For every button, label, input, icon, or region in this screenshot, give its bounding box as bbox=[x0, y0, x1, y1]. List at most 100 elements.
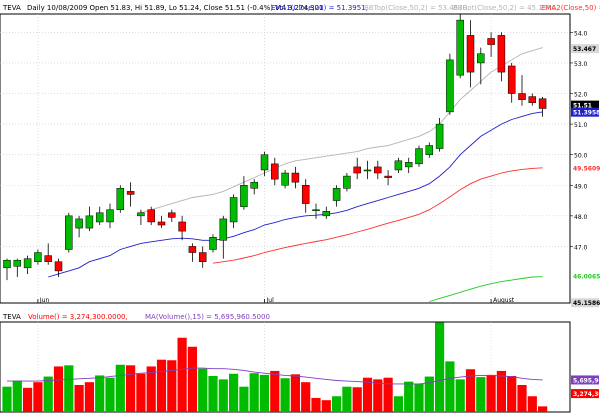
volume-bar bbox=[95, 375, 105, 412]
volume-bar bbox=[218, 379, 228, 412]
candle-up bbox=[312, 209, 320, 211]
volume-badge: 5,695,960 bbox=[573, 377, 600, 384]
candle-up bbox=[75, 218, 83, 229]
price-badge: 46.0065 bbox=[573, 274, 600, 281]
candle-down bbox=[538, 98, 547, 109]
candle-up bbox=[85, 215, 94, 229]
candles bbox=[3, 14, 547, 281]
candle-up bbox=[477, 53, 485, 64]
volume-bar bbox=[105, 377, 115, 412]
volume-bar bbox=[383, 377, 393, 412]
candle-down bbox=[487, 38, 495, 45]
candle-up bbox=[260, 154, 269, 171]
volume-bar bbox=[321, 400, 331, 412]
volume-bar bbox=[476, 377, 486, 412]
candle-up bbox=[65, 215, 73, 250]
month-tick-label: August bbox=[493, 297, 515, 304]
candle-down bbox=[528, 96, 537, 103]
volume-badge: 3,274,300 bbox=[573, 391, 600, 398]
price-badge: 51.51 bbox=[573, 103, 592, 110]
candle-up bbox=[137, 212, 145, 217]
candle-down bbox=[188, 246, 197, 253]
indicator-lines bbox=[48, 47, 543, 302]
candle-down bbox=[384, 175, 392, 178]
volume-bar bbox=[445, 361, 455, 412]
volume-bar bbox=[486, 374, 496, 412]
candle-up bbox=[229, 197, 238, 223]
price-badge-bg bbox=[571, 271, 599, 281]
candle-down bbox=[168, 212, 176, 218]
candle-up bbox=[240, 185, 248, 207]
volume-ma-line bbox=[7, 367, 543, 385]
volume-bar bbox=[465, 369, 476, 412]
volume-bar bbox=[259, 374, 270, 412]
candle-up bbox=[435, 123, 444, 149]
price-tick-label: 47.0 bbox=[574, 244, 588, 251]
volume-bar bbox=[496, 370, 506, 412]
candle-down bbox=[198, 252, 207, 262]
price-panel-frame bbox=[0, 13, 571, 304]
volume-bar bbox=[126, 365, 136, 412]
volume-bar bbox=[84, 382, 94, 412]
volume-bar bbox=[332, 396, 342, 412]
volume-bar bbox=[342, 386, 352, 412]
candle-up bbox=[343, 175, 351, 189]
candle-up bbox=[415, 148, 423, 165]
candle-up bbox=[3, 259, 11, 269]
candle-down bbox=[301, 185, 310, 204]
candle-up bbox=[13, 259, 22, 267]
volume-bar bbox=[517, 385, 527, 412]
volume-bar bbox=[33, 382, 43, 412]
candle-up bbox=[34, 252, 42, 262]
candle-down bbox=[44, 255, 52, 262]
volume-bar bbox=[115, 364, 125, 412]
volume-bar bbox=[187, 346, 197, 412]
volume-bar bbox=[229, 373, 239, 412]
price-badge: 45.1586 bbox=[573, 300, 600, 307]
volume-bar bbox=[23, 387, 33, 412]
volume-bar bbox=[136, 373, 146, 412]
date-axis: Jun Jul August bbox=[37, 297, 515, 304]
series-line-ema2-close-50 bbox=[212, 167, 543, 264]
price-badge: 49.5609 bbox=[573, 166, 600, 173]
price-tick-label: 50.0 bbox=[574, 153, 588, 160]
month-tick-label: Jun bbox=[39, 297, 50, 304]
volume-legend: Volume() = 3,274,300.0000, bbox=[28, 313, 128, 321]
bbtop-legend: BBTop(Close,50,2) = 53.4670, bbox=[364, 4, 469, 12]
candle-down bbox=[291, 172, 300, 183]
series-line-ema1-close-20 bbox=[48, 111, 543, 278]
price-badge: 51.3958 bbox=[573, 110, 600, 117]
price-tick-label: 52.0 bbox=[574, 92, 588, 99]
price-tick-label: 51.0 bbox=[574, 122, 588, 129]
volume-bar bbox=[208, 376, 218, 412]
price-tick-label: 53.0 bbox=[574, 61, 588, 68]
volume-bar bbox=[239, 386, 249, 412]
volume-bar bbox=[53, 366, 64, 412]
candle-down bbox=[466, 35, 475, 73]
volume-bar bbox=[198, 368, 208, 412]
ema1-legend: EMA1(Close,20) = 51.3951, bbox=[271, 4, 368, 12]
volume-bar bbox=[404, 381, 414, 412]
price-axis: 54.0 53.0 52.0 51.0 50.0 49.0 48.0 47.0 bbox=[570, 30, 588, 251]
price-badge-bg bbox=[571, 107, 599, 117]
candle-up bbox=[425, 145, 434, 155]
volume-bar bbox=[177, 337, 187, 412]
candle-down bbox=[353, 166, 361, 174]
candle-up bbox=[394, 160, 403, 171]
candle-down bbox=[507, 65, 516, 94]
volume-bar bbox=[311, 397, 321, 412]
price-tick-label: 48.0 bbox=[574, 214, 588, 221]
candle-up bbox=[106, 209, 114, 223]
candle-up bbox=[250, 181, 258, 189]
volume-bar bbox=[43, 376, 53, 412]
volume-bar bbox=[393, 396, 403, 412]
volume-bar bbox=[280, 378, 290, 412]
volume-bar bbox=[352, 387, 362, 412]
volume-bar bbox=[146, 366, 156, 412]
candle-up bbox=[332, 188, 341, 201]
volume-ticker: TEVA bbox=[2, 313, 21, 321]
price-badge-bg bbox=[571, 298, 599, 308]
volume-bar bbox=[507, 376, 517, 412]
